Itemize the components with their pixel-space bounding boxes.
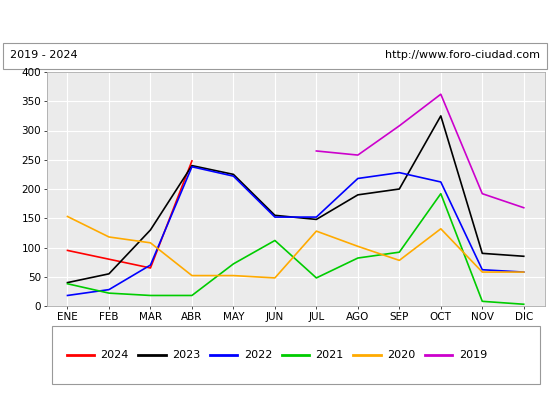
Text: 2023: 2023	[172, 350, 200, 360]
Text: 2019 - 2024: 2019 - 2024	[10, 50, 78, 60]
Text: Evolucion Nº Turistas Extranjeros en el municipio de Riba-roja d'Ebre: Evolucion Nº Turistas Extranjeros en el …	[16, 14, 534, 28]
Text: 2024: 2024	[101, 350, 129, 360]
Text: 2020: 2020	[387, 350, 415, 360]
Text: 2021: 2021	[316, 350, 344, 360]
Text: http://www.foro-ciudad.com: http://www.foro-ciudad.com	[385, 50, 540, 60]
Text: 2019: 2019	[459, 350, 487, 360]
Text: 2022: 2022	[244, 350, 272, 360]
